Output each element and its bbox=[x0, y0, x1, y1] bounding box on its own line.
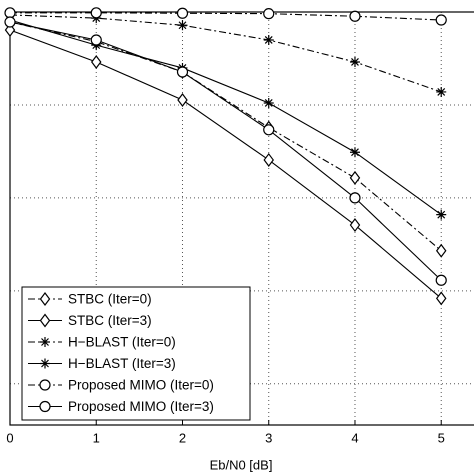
marker-shape bbox=[435, 243, 447, 258]
marker-shape bbox=[90, 7, 102, 19]
marker bbox=[349, 147, 360, 158]
marker bbox=[39, 292, 51, 306]
marker-shape bbox=[177, 93, 188, 108]
plot-frame bbox=[9, 11, 474, 426]
x-tick-label: 2 bbox=[179, 430, 186, 445]
x-tick-label: 4 bbox=[351, 430, 358, 445]
x-tick-label: 3 bbox=[265, 430, 272, 445]
marker-shape bbox=[349, 10, 361, 22]
series-line bbox=[10, 21, 442, 281]
x-tick-label: 5 bbox=[438, 430, 445, 445]
marker-shape bbox=[90, 54, 102, 69]
marker bbox=[40, 358, 50, 369]
marker bbox=[349, 218, 361, 233]
marker bbox=[176, 7, 189, 19]
marker-shape bbox=[40, 337, 50, 347]
marker-shape bbox=[39, 400, 51, 413]
marker-shape bbox=[435, 14, 447, 26]
marker-shape bbox=[436, 209, 447, 220]
marker-shape bbox=[40, 358, 50, 369]
marker-shape bbox=[349, 170, 361, 185]
marker bbox=[435, 291, 447, 306]
series-line bbox=[10, 19, 442, 216]
marker-shape bbox=[90, 34, 102, 46]
marker-shape bbox=[39, 292, 51, 306]
marker bbox=[436, 209, 447, 220]
marker bbox=[90, 54, 102, 69]
marker bbox=[177, 93, 188, 108]
marker-shape bbox=[176, 66, 189, 78]
marker-shape bbox=[349, 56, 360, 67]
x-tick-label: 1 bbox=[93, 430, 100, 445]
legend-label: Proposed MIMO (Iter=0) bbox=[68, 378, 214, 393]
marker bbox=[90, 34, 102, 46]
marker-shape bbox=[263, 152, 274, 167]
marker bbox=[349, 192, 361, 204]
marker-shape bbox=[435, 274, 447, 286]
marker-shape bbox=[349, 192, 361, 204]
marker-shape bbox=[177, 20, 188, 31]
marker bbox=[39, 379, 51, 391]
marker-shape bbox=[263, 8, 275, 20]
marker-shape bbox=[349, 147, 360, 158]
x-tick-label: 0 bbox=[6, 430, 13, 445]
marker bbox=[435, 14, 447, 26]
legend-label: H−BLAST (Iter=3) bbox=[68, 356, 176, 371]
marker bbox=[39, 313, 51, 328]
marker bbox=[436, 86, 447, 97]
legend-label: H−BLAST (Iter=0) bbox=[68, 335, 176, 350]
marker bbox=[349, 10, 361, 22]
marker-shape bbox=[435, 291, 447, 306]
marker bbox=[263, 124, 275, 136]
marker bbox=[177, 20, 188, 31]
marker-shape bbox=[39, 313, 51, 328]
marker bbox=[349, 56, 360, 67]
marker bbox=[263, 8, 275, 20]
series-line bbox=[10, 12, 442, 21]
marker bbox=[40, 337, 50, 347]
marker-shape bbox=[39, 379, 51, 391]
marker-shape bbox=[263, 34, 274, 45]
marker bbox=[435, 274, 447, 286]
series-line bbox=[10, 21, 442, 252]
marker bbox=[263, 34, 274, 45]
marker bbox=[435, 243, 447, 258]
legend-label: STBC (Iter=3) bbox=[68, 313, 152, 328]
legend-box bbox=[21, 286, 251, 421]
marker-shape bbox=[4, 7, 16, 19]
legend-label: Proposed MIMO (Iter=3) bbox=[68, 399, 214, 414]
marker bbox=[176, 66, 189, 78]
marker-shape bbox=[176, 7, 189, 19]
marker bbox=[349, 170, 361, 185]
marker-shape bbox=[263, 97, 274, 108]
marker-shape bbox=[436, 86, 447, 97]
series-line bbox=[10, 29, 442, 299]
marker-shape bbox=[4, 16, 16, 28]
marker bbox=[4, 7, 16, 19]
marker-shape bbox=[349, 218, 361, 233]
series-line bbox=[10, 14, 442, 93]
marker bbox=[263, 97, 274, 108]
marker bbox=[4, 16, 16, 28]
marker bbox=[263, 152, 274, 167]
marker-shape bbox=[263, 124, 275, 136]
marker bbox=[90, 7, 102, 19]
legend-label: STBC (Iter=0) bbox=[68, 292, 152, 307]
x-axis-label: Eb/N0 [dB] bbox=[210, 457, 273, 472]
marker bbox=[39, 400, 51, 413]
